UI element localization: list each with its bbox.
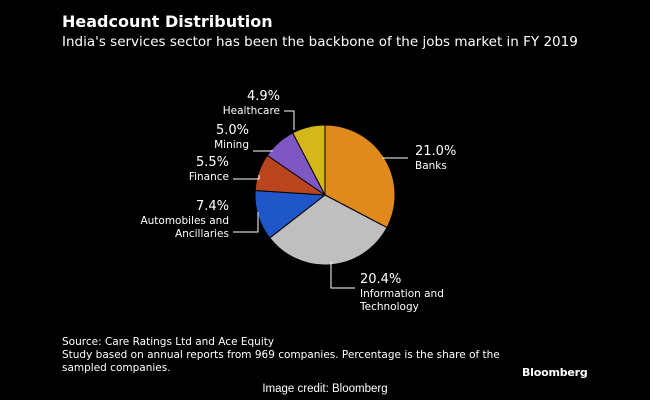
leader-line-mining [253, 150, 273, 152]
category-label-healthcare: Healthcare [223, 105, 280, 117]
leader-line-healthcare [284, 110, 295, 130]
pie-slice-banks [324, 124, 396, 229]
category-label-automobiles-and-ancillaries-line-2: Ancillaries [175, 228, 229, 240]
leader-line-information-and-technology [330, 262, 355, 289]
data-label-mining: 5.0% [216, 123, 249, 138]
category-label-information-and-technology-line-1: Information and [360, 288, 444, 300]
source-line: Source: Care Ratings Ltd and Ace Equity [62, 336, 275, 348]
category-label-automobiles-and-ancillaries-line-1: Automobiles and [140, 215, 229, 227]
bloomberg-logo: Bloomberg [522, 366, 588, 379]
chart-subtitle: India's services sector has been the bac… [62, 34, 578, 50]
chart-title: Headcount Distribution [62, 12, 273, 31]
leader-line-automobiles-and-ancillaries [233, 212, 259, 233]
data-label-automobiles-and-ancillaries: 7.4% [196, 199, 229, 214]
leader-line-finance [233, 175, 260, 180]
data-label-healthcare: 4.9% [247, 89, 280, 104]
pie-slice-healthcare [292, 124, 326, 196]
category-label-mining: Mining [214, 139, 249, 151]
source-note: Source: Care Ratings Ltd and Ace Equity … [62, 336, 542, 375]
category-label-information-and-technology-line-2: Technology [359, 301, 419, 313]
data-label-banks: 21.0% [415, 144, 456, 159]
category-label-finance: Finance [189, 171, 229, 183]
data-label-information-and-technology: 20.4% [360, 272, 401, 287]
study-note: Study based on annual reports from 969 c… [62, 349, 500, 374]
data-label-finance: 5.5% [196, 155, 229, 170]
category-label-banks: Banks [415, 160, 447, 172]
image-credit: Image credit: Bloomberg [262, 383, 388, 395]
